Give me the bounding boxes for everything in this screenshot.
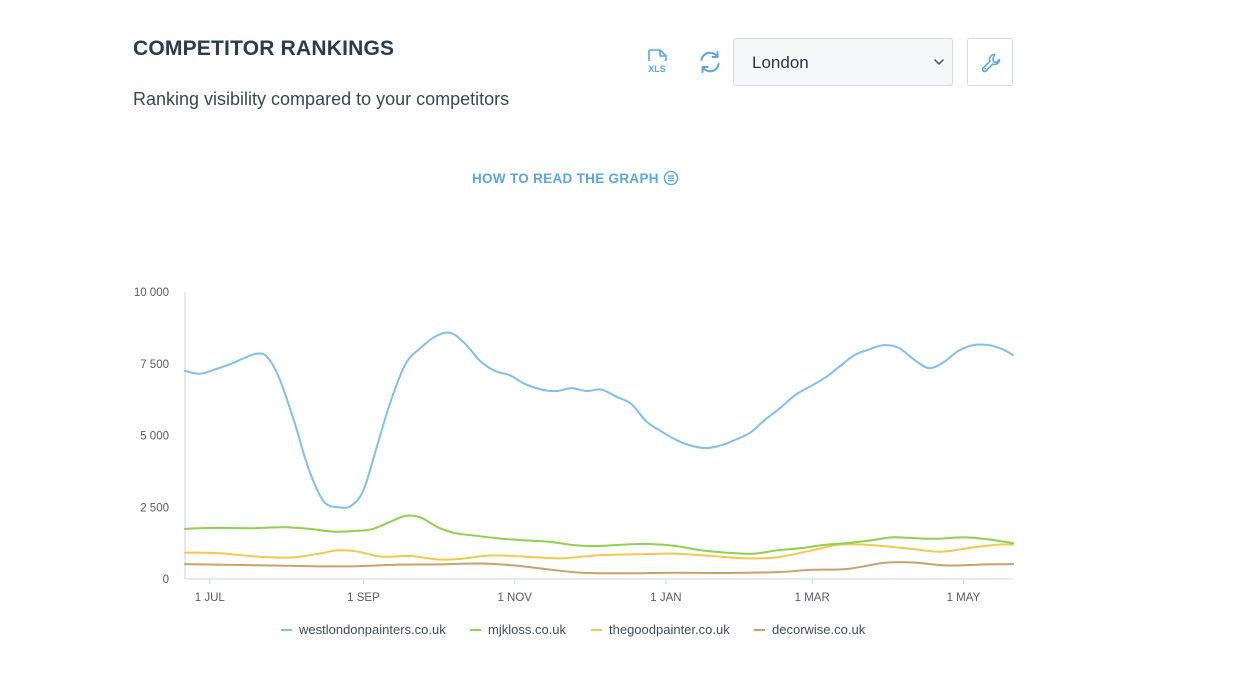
legend-label: decorwise.co.uk — [772, 622, 866, 637]
legend-swatch — [754, 628, 765, 631]
xls-file-icon: XLS — [648, 49, 667, 74]
legend-item-decorwise-co-uk[interactable]: decorwise.co.uk — [754, 622, 865, 637]
location-select[interactable]: London — [733, 38, 953, 86]
chart-axes: 0 2 500 5 000 7 500 10 000 1 JUL 1 SEP 1 NOV 1 J… — [134, 287, 1013, 604]
legend-item-mjkloss-co-uk[interactable]: mjkloss.co.uk — [470, 622, 566, 637]
x-tick-label: 1 JAN — [650, 592, 681, 604]
location-select-value: London — [752, 53, 809, 72]
y-tick-label: 0 — [163, 574, 169, 586]
export-xls-button[interactable]: XLS — [644, 48, 670, 76]
chart-series-layer — [184, 331, 1014, 575]
chart-legend: westlondonpainters.co.uk mjkloss.co.uk the… — [0, 622, 1145, 642]
refresh-icon — [700, 51, 720, 73]
legend-swatch — [470, 628, 481, 631]
series-line-decorwise-co-uk — [184, 561, 1014, 575]
legend-label: mjkloss.co.uk — [488, 622, 567, 637]
x-tick-label: 1 SEP — [347, 592, 380, 604]
refresh-button[interactable] — [697, 49, 723, 75]
x-tick-label: 1 JUL — [195, 592, 226, 604]
series-line-westlondonpainters-co-uk — [184, 331, 1014, 509]
legend-label: westlondonpainters.co.uk — [299, 622, 446, 637]
wrench-icon — [981, 53, 1001, 73]
x-tick-label: 1 MAY — [947, 592, 981, 604]
page-subtitle: Ranking visibility compared to your comp… — [133, 89, 510, 109]
series-line-thegoodpainter-co-uk — [184, 543, 1014, 561]
legend-swatch — [281, 628, 292, 631]
x-tick-label: 1 MAR — [795, 592, 830, 604]
how-to-read-graph-label: HOW TO READ THE GRAPH — [472, 170, 659, 186]
y-tick-label: 10 000 — [134, 287, 169, 299]
y-tick-label: 7 500 — [140, 359, 169, 371]
settings-button[interactable] — [967, 38, 1013, 86]
y-tick-label: 5 000 — [140, 431, 169, 443]
list-circle-icon — [663, 170, 679, 186]
legend-item-thegoodpainter-co-uk[interactable]: thegoodpainter.co.uk — [591, 622, 730, 637]
xls-icon-label: XLS — [648, 64, 666, 74]
series-line-mjkloss-co-uk — [184, 514, 1014, 555]
how-to-read-graph-link[interactable]: HOW TO READ THE GRAPH — [472, 170, 679, 186]
x-tick-label: 1 NOV — [497, 592, 532, 604]
page-title: COMPETITOR RANKINGS — [133, 37, 395, 60]
competitor-rankings-chart: 0 2 500 5 000 7 500 10 000 1 JUL 1 SEP 1 NOV 1 J… — [134, 287, 1014, 604]
chevron-down-icon — [934, 59, 944, 65]
y-tick-label: 2 500 — [140, 502, 169, 514]
legend-item-westlondonpainters-co-uk[interactable]: westlondonpainters.co.uk — [281, 622, 446, 637]
legend-swatch — [591, 628, 602, 631]
legend-label: thegoodpainter.co.uk — [609, 622, 730, 637]
